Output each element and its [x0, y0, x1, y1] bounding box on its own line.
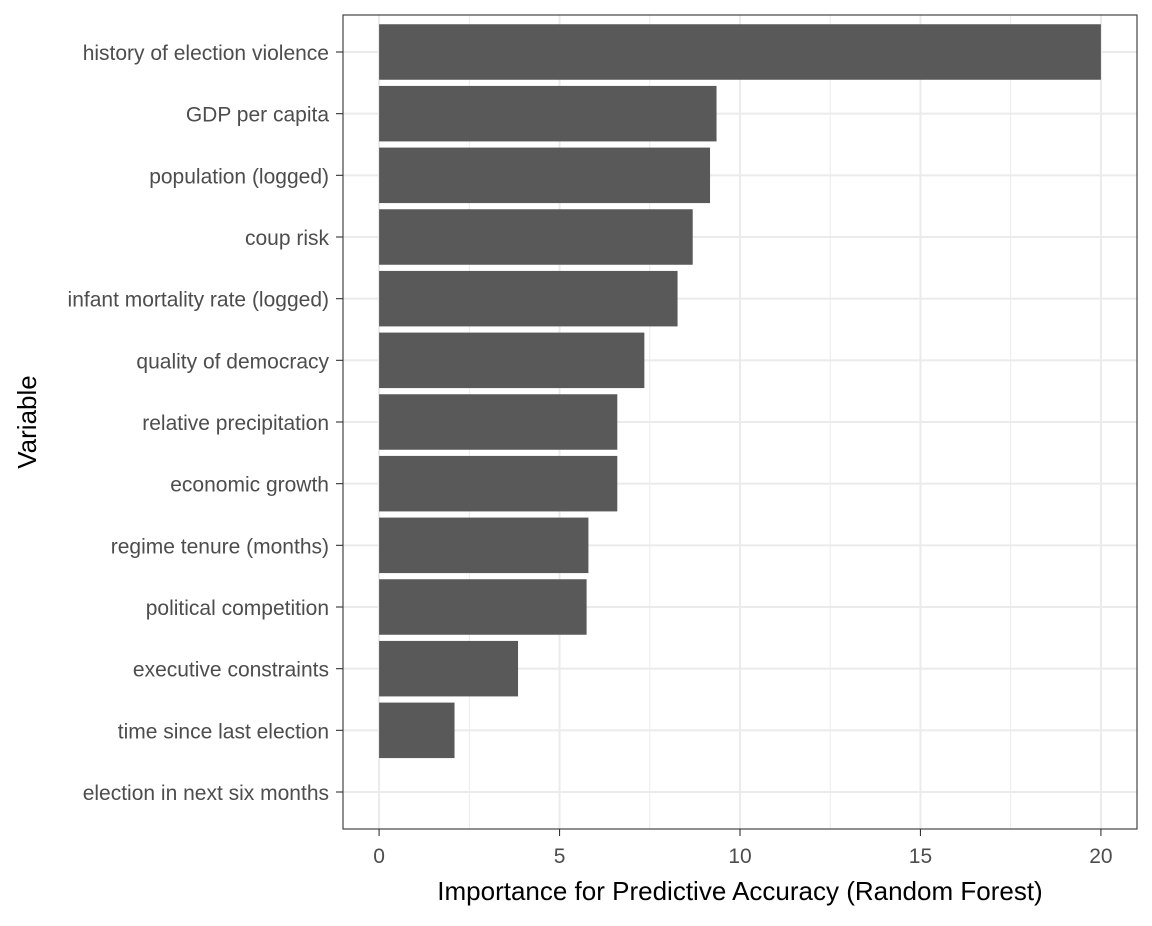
- y-tick-label: economic growth: [170, 474, 329, 497]
- x-axis-title: Importance for Predictive Accuracy (Rand…: [437, 876, 1042, 906]
- bar: [379, 517, 589, 574]
- bar: [379, 270, 678, 327]
- x-tick-label: 0: [373, 845, 385, 868]
- y-tick-label: political competition: [146, 597, 329, 620]
- y-axis-title: Variable: [12, 375, 42, 468]
- bar: [379, 85, 717, 142]
- y-tick-label: quality of democracy: [136, 350, 329, 373]
- bar: [379, 394, 618, 450]
- bar: [379, 455, 618, 512]
- bar: [379, 147, 711, 204]
- y-tick-label: history of election violence: [83, 42, 329, 65]
- x-tick-label: 5: [554, 845, 566, 868]
- y-tick-label: executive constraints: [133, 659, 329, 682]
- y-tick-label: GDP per capita: [186, 104, 330, 127]
- bar: [379, 640, 519, 697]
- bar: [379, 579, 587, 635]
- tick-layer: [336, 51, 1102, 836]
- bar: [379, 702, 455, 759]
- bar: [379, 332, 645, 389]
- label-layer: 0 5 10 15 20 history of election violence GDP …: [68, 42, 1113, 868]
- y-tick-label: election in next six months: [83, 782, 329, 805]
- x-tick-label: 15: [909, 845, 932, 868]
- x-tick-label: 10: [728, 845, 751, 868]
- bar-layer: [379, 24, 1101, 759]
- y-tick-label: population (logged): [149, 165, 329, 188]
- y-tick-label: time since last election: [118, 720, 329, 743]
- y-tick-label: coup risk: [245, 227, 330, 250]
- y-tick-label: relative precipitation: [142, 412, 329, 435]
- bar: [379, 209, 693, 265]
- x-tick-label: 20: [1089, 845, 1112, 868]
- bar: [379, 24, 1101, 80]
- y-tick-label: regime tenure (months): [111, 535, 329, 558]
- y-tick-label: infant mortality rate (logged): [68, 289, 329, 312]
